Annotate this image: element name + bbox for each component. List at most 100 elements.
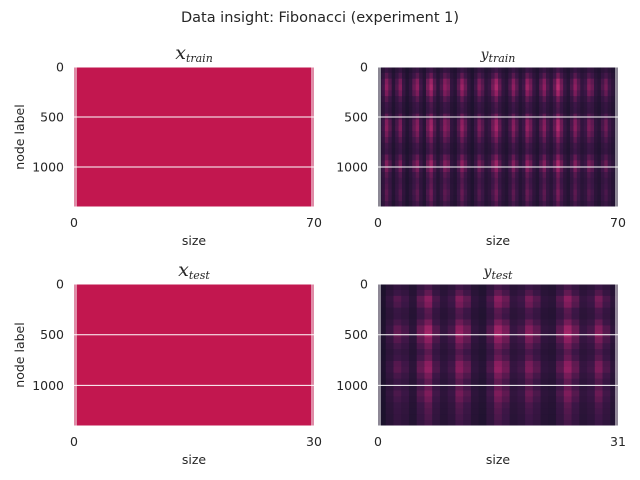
heatmap-cell <box>477 195 482 202</box>
heatmap-cell <box>455 319 464 327</box>
heatmap-cell <box>532 408 542 415</box>
heatmap-cell <box>419 67 424 74</box>
heatmap-cell <box>587 183 592 191</box>
heatmap-cell <box>522 201 527 207</box>
heatmap-cell <box>381 102 386 109</box>
heatmap-cell <box>491 195 496 202</box>
heatmap-cell <box>540 396 549 403</box>
heatmap-cell <box>556 96 561 103</box>
heatmap-cell <box>590 72 595 80</box>
heatmap-cell <box>412 177 417 185</box>
heatmap-cell <box>511 160 516 167</box>
heatmap-cell <box>470 201 475 207</box>
heatmap-cell <box>494 325 503 332</box>
heatmap-cell <box>552 195 557 202</box>
heatmap-cell <box>491 84 496 91</box>
heatmap-cell <box>484 154 489 161</box>
heatmap-cell <box>594 384 604 392</box>
heatmap-cell <box>583 160 588 167</box>
heatmap-cell <box>549 201 554 207</box>
heatmap-cell <box>548 295 557 303</box>
heatmap-cell <box>604 189 609 196</box>
heatmap-cell <box>563 390 573 398</box>
heatmap-cell <box>540 295 549 303</box>
heatmap-cell <box>455 337 464 344</box>
heatmap-cell <box>515 125 520 132</box>
heatmap-cell <box>525 360 534 368</box>
heatmap-cell <box>587 378 596 386</box>
heatmap-cell <box>566 67 571 74</box>
heatmap-cell <box>594 183 599 191</box>
heatmap-cell <box>463 355 472 362</box>
heatmap-cell <box>610 355 618 362</box>
heatmap-cell <box>573 137 578 144</box>
heatmap-cell <box>563 90 568 97</box>
heatmap-cell <box>504 177 509 185</box>
heatmap-cell <box>405 172 410 179</box>
subplot-title: xtest <box>178 259 210 282</box>
heatmap-cell <box>515 160 520 167</box>
heatmap-cell <box>604 78 609 86</box>
heatmap-cell <box>518 90 523 97</box>
heatmap-cell <box>610 307 618 315</box>
heatmap-cell <box>548 337 557 344</box>
heatmap-cell <box>384 96 389 103</box>
heatmap-cell <box>556 372 565 380</box>
heatmap-cell <box>607 183 612 191</box>
heatmap-cell <box>515 177 520 185</box>
heatmap-cell <box>576 137 581 144</box>
heatmap-cell <box>590 96 595 103</box>
heatmap-cell <box>571 325 580 332</box>
heatmap-cell <box>600 142 605 150</box>
heatmap-cell <box>494 172 499 179</box>
heatmap-cell <box>426 90 431 97</box>
heatmap-cell <box>583 137 588 144</box>
heatmap-cell <box>381 177 386 185</box>
heatmap-cell <box>385 408 395 415</box>
heatmap-cell <box>474 154 479 161</box>
heatmap-cell <box>602 313 611 321</box>
heatmap-cell <box>381 172 386 179</box>
heatmap-cell <box>501 102 506 109</box>
heatmap-cell <box>456 154 461 161</box>
heatmap-cell <box>532 154 537 161</box>
heatmap-cell <box>552 142 557 150</box>
heatmap-cell <box>388 96 393 103</box>
heatmap-cell <box>470 366 480 374</box>
heatmap-cell <box>508 166 513 173</box>
heatmap-cell <box>583 195 588 202</box>
heatmap-cell <box>525 343 534 350</box>
heatmap-cell <box>563 402 573 409</box>
xtick-label: 70 <box>610 215 626 230</box>
heatmap-cell <box>590 172 595 179</box>
heatmap-cell <box>522 172 527 179</box>
subplot-title-var: x <box>178 259 189 281</box>
heatmap-cell <box>539 137 544 144</box>
heatmap-cell <box>422 166 427 173</box>
heatmap-cell <box>470 325 480 332</box>
heatmap-cell <box>478 343 487 350</box>
heatmap-cell <box>432 284 441 291</box>
heatmap-cell <box>604 119 609 126</box>
heatmap-cell <box>398 172 403 179</box>
heatmap-cell <box>419 119 424 126</box>
heatmap-cell <box>579 384 588 392</box>
heatmap-cell <box>580 72 585 80</box>
heatmap-cell <box>416 337 426 344</box>
heatmap-cell <box>552 67 557 74</box>
heatmap-cell <box>491 125 496 132</box>
heatmap-cell <box>498 67 503 74</box>
heatmap-cell <box>447 390 457 398</box>
heatmap-cell <box>532 102 537 109</box>
heatmap-cell <box>463 131 468 138</box>
heatmap-cell <box>388 90 393 97</box>
heatmap-cell <box>480 148 485 156</box>
heatmap-cell <box>398 195 403 202</box>
heatmap-cell <box>580 177 585 185</box>
heatmap-cell <box>467 166 472 173</box>
heatmap-cell <box>597 172 602 179</box>
heatmap-cell <box>528 172 533 179</box>
heatmap-cell <box>532 107 537 115</box>
heatmap-cell <box>385 301 395 309</box>
heatmap-cell <box>556 366 565 374</box>
